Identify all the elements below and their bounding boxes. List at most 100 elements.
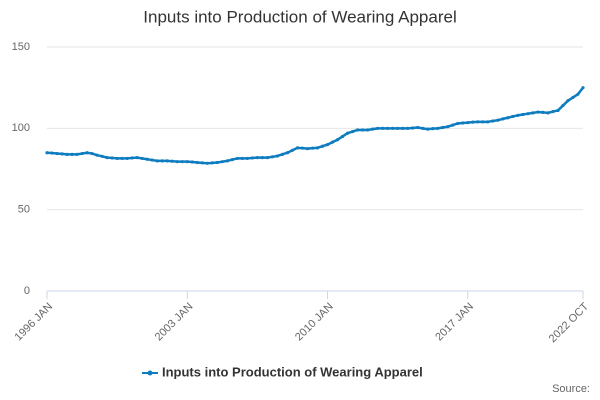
point [411,126,415,130]
point [541,110,545,114]
point [546,111,550,115]
point [115,156,119,161]
point [295,146,300,150]
point [325,143,330,147]
point [60,152,64,156]
point [190,160,194,164]
y-tick-label: 0 [24,285,30,297]
point [270,155,275,159]
y-tick-label: 150 [12,41,30,53]
x-tick-label: 2010 JAN [293,301,336,344]
point [561,103,565,108]
point [210,161,214,165]
point [235,156,239,161]
point [175,160,179,164]
point [250,156,254,160]
point [576,92,580,96]
point [526,112,530,116]
point [461,121,465,125]
point [180,160,184,164]
point [280,152,285,156]
point [275,154,280,158]
point [350,129,355,134]
point [240,156,244,161]
point [220,160,224,164]
point [165,159,169,163]
point [536,110,540,114]
point [511,114,515,119]
point [110,156,114,160]
point [285,151,290,155]
point [441,125,445,130]
point [501,117,505,121]
y-tick-label: 50 [18,204,30,216]
chart-title: Inputs into Production of Wearing Appare… [143,7,456,26]
point [491,119,495,123]
point [421,126,425,130]
point [145,157,149,161]
point [265,156,270,160]
point [381,126,385,130]
point [130,156,134,160]
point [205,161,209,165]
point [340,134,345,139]
point [260,156,265,160]
point [95,153,99,157]
point [65,152,69,156]
point [581,86,585,90]
point [75,152,79,156]
point [320,144,325,148]
point [70,152,74,156]
point [155,159,159,163]
point [386,126,390,130]
point [230,157,234,162]
point [476,120,480,124]
point [215,160,219,165]
point [330,140,335,144]
point [100,154,104,158]
point [360,128,365,132]
x-tick-label: 2022 OCT [547,300,592,345]
point [290,148,295,152]
y-tick-label: 100 [12,122,30,134]
point [300,146,305,150]
legend-text[interactable]: Inputs into Production of Wearing Appare… [162,364,423,379]
point [371,127,375,131]
point [571,95,575,100]
x-tick-label: 2003 JAN [153,301,196,344]
point [170,159,174,163]
point [521,112,525,117]
point [120,156,124,161]
point [225,159,229,163]
point [396,126,400,130]
point [335,138,340,142]
point [446,125,450,129]
series-line [46,86,584,165]
source-label: Source: [552,383,590,395]
point [125,156,129,161]
point [436,126,440,130]
point [55,151,59,156]
point [245,156,249,161]
point [195,160,199,165]
point [451,123,455,127]
point [466,121,470,125]
point [135,156,139,160]
point [150,158,154,162]
point [496,118,500,122]
point [551,109,555,114]
point [160,159,164,163]
point [85,151,89,155]
point [365,128,370,132]
point [391,126,395,130]
point [50,151,54,155]
point [90,151,94,156]
legend-marker [147,370,153,376]
point [406,126,410,130]
point [310,146,315,150]
x-tick-label: 1996 JAN [13,301,56,344]
point [431,127,435,131]
point [45,151,49,155]
point [506,116,510,120]
